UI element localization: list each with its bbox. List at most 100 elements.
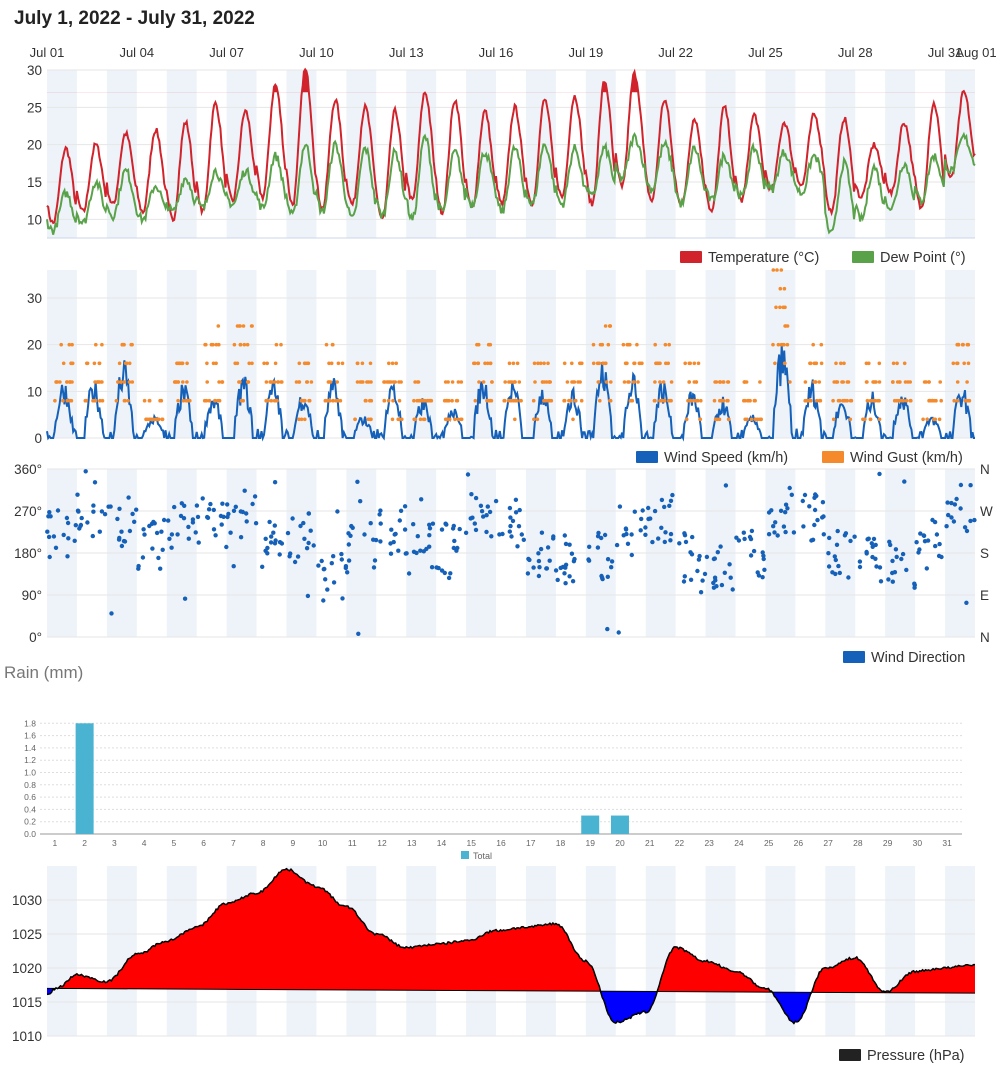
wind-direction-point [457, 526, 462, 532]
wind-gust-point [669, 380, 674, 384]
wind-gust-point [276, 380, 281, 384]
wind-direction-point [271, 530, 276, 535]
wind-direction-point [827, 535, 832, 541]
wind-direction-point [771, 524, 776, 529]
wind-gust-point [542, 361, 546, 366]
wind-direction-point [481, 514, 486, 519]
wind-direction-point [934, 532, 940, 537]
wind-direction-point [791, 530, 797, 535]
x-tick-label: 23 [704, 838, 714, 848]
wind-direction-point [648, 516, 653, 521]
wind-gust-point [217, 380, 221, 384]
wind-gust-point [65, 380, 69, 384]
wind-direction-point [877, 471, 882, 477]
wind-gust-point [836, 398, 841, 403]
wind-direction-point [442, 570, 447, 576]
wind-direction-point [570, 579, 576, 584]
wind-gust-point [94, 342, 98, 347]
wind-direction-point [964, 528, 970, 534]
wind-direction-point [479, 509, 485, 514]
wind-gust-point [444, 398, 449, 403]
wind-gust-point [638, 361, 642, 366]
date-axis-label: Jul 13 [389, 45, 424, 60]
wind-gust-point [329, 361, 334, 366]
wind-gust-point [177, 361, 182, 366]
wind-direction-point [186, 536, 191, 541]
wind-gust-point [531, 398, 536, 403]
wind-direction-point [748, 536, 754, 542]
wind-gust-point [783, 305, 787, 310]
y-tick-label: 1.8 [24, 718, 36, 728]
wind-direction-point [916, 550, 921, 555]
wind-chart: 0 10 20 30 Wind Speed (km/h) Wind Gust (km/h) [27, 268, 975, 466]
wind-gust-point [273, 361, 278, 366]
wind-direction-point [962, 525, 968, 530]
wind-gust-point [632, 361, 636, 366]
wind-gust-point [743, 380, 747, 384]
y-tick-label: 270° [14, 504, 42, 519]
wind-direction-point [349, 523, 354, 529]
x-tick-label: 6 [201, 838, 206, 848]
wind-direction-point [513, 510, 519, 515]
y-tick-label: 0° [29, 630, 42, 645]
wind-gust-point [338, 398, 343, 403]
wind-direction-point [388, 551, 394, 556]
wind-direction-point [714, 584, 719, 589]
wind-direction-point [562, 533, 567, 538]
day-band [166, 270, 197, 438]
wind-direction-point [115, 516, 120, 522]
wind-gust-point [609, 380, 613, 384]
wind-direction-point [448, 571, 453, 576]
wind-gust-point [695, 398, 700, 403]
wind-direction-point [158, 566, 163, 571]
wind-direction-point [150, 546, 155, 551]
wind-direction-point [99, 509, 105, 514]
wind-gust-point [721, 398, 725, 403]
wind-direction-point [536, 573, 542, 579]
wind-gust-point [591, 342, 596, 347]
wind-direction-point [339, 557, 344, 562]
wind-direction-point [843, 531, 849, 536]
wind-direction-point [599, 535, 604, 541]
wind-direction-point [378, 508, 383, 513]
date-axis-label: Jul 16 [479, 45, 514, 60]
wind-gust-point [202, 398, 207, 403]
wind-direction-chart: 0° 90° 180° 270° 360° N E S W N Wind Direction [14, 462, 993, 666]
wind-gust-point [241, 398, 245, 403]
wind-direction-point [525, 571, 531, 576]
wind-gust-point [214, 361, 218, 366]
wind-direction-point [832, 554, 837, 559]
wind-gust-point [771, 342, 775, 347]
wind-gust-point [965, 380, 969, 384]
wind-gust-point [453, 417, 457, 422]
wind-gust-point [749, 417, 754, 422]
wind-direction-point [55, 508, 61, 513]
wind-direction-point [617, 504, 623, 509]
wind-gust-point [100, 342, 104, 347]
wind-gust-point [459, 417, 464, 422]
wind-direction-point [450, 526, 456, 531]
wind-gust-point [211, 342, 215, 347]
wind-gust-point [220, 380, 225, 384]
wind-gust-point [562, 398, 566, 403]
wind-gust-point [382, 398, 387, 403]
wind-direction-point [388, 541, 393, 546]
wind-direction-point [253, 521, 259, 526]
wind-direction-point [161, 517, 167, 523]
x-tick-label: 18 [556, 838, 566, 848]
legend-dew-point-swatch [852, 251, 874, 263]
wind-direction-point [778, 508, 784, 513]
wind-direction-point [91, 503, 96, 508]
wind-direction-point [866, 536, 871, 541]
wind-direction-point [964, 600, 969, 605]
wind-direction-point [154, 530, 160, 536]
wind-gust-point [834, 380, 838, 384]
wind-direction-point [719, 582, 725, 588]
wind-gust-point [387, 361, 391, 366]
pressure-above-fill [47, 868, 975, 994]
wind-direction-point [595, 545, 601, 550]
y-tick-label: 0.4 [24, 804, 36, 814]
wind-gust-point [211, 361, 216, 366]
wind-direction-point [465, 472, 471, 477]
wind-gust-point [355, 361, 360, 366]
